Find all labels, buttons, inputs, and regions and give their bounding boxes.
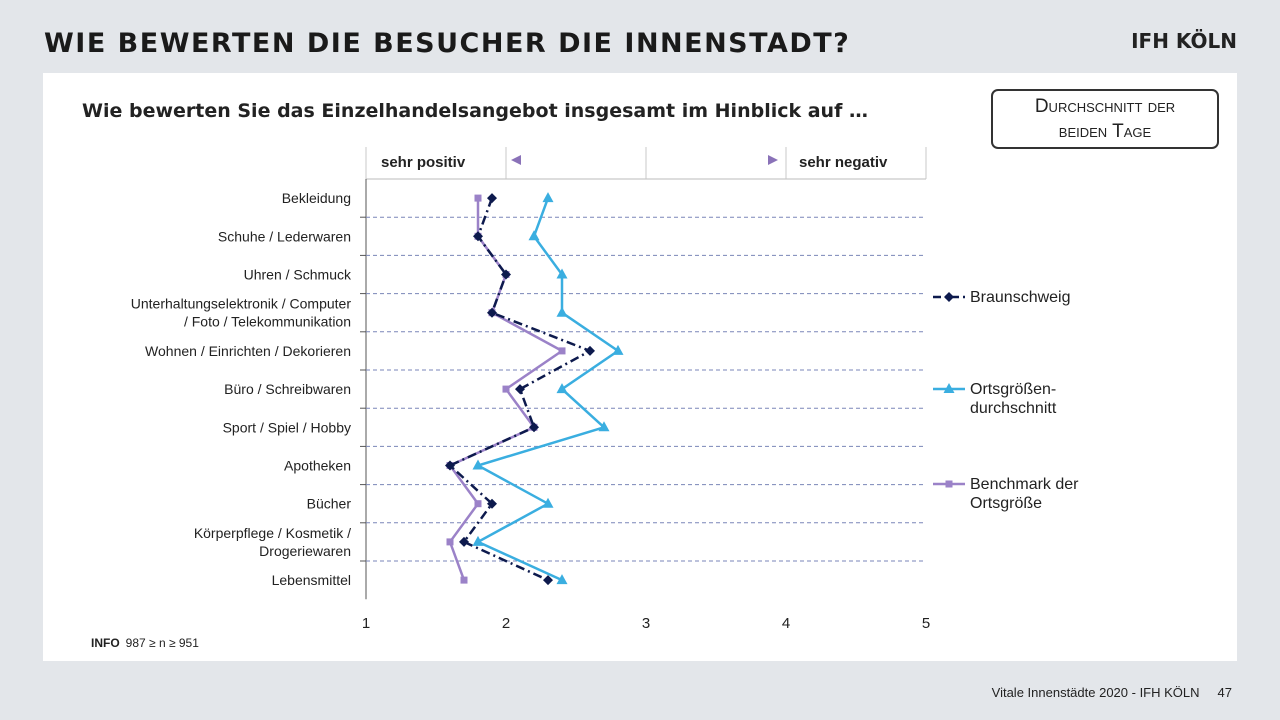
- scale-label-negative: sehr negativ: [799, 154, 888, 171]
- data-point-ortsgroesse: [542, 497, 554, 508]
- data-point-braunschweig: [487, 193, 497, 204]
- category-label: Uhren / Schmuck: [244, 267, 352, 283]
- page-number: 47: [1217, 685, 1232, 700]
- legend-marker-braunschweig: [944, 292, 954, 302]
- content-panel: [43, 73, 1237, 661]
- info-label: INFO: [91, 636, 120, 650]
- category-label: Lebensmittel: [272, 572, 351, 588]
- x-tick-label: 5: [922, 615, 930, 632]
- category-label: Büro / Schreibwaren: [224, 381, 351, 397]
- category-label: Schuhe / Lederwaren: [218, 228, 351, 244]
- info-note: INFO 987 ≥ n ≥ 951: [91, 636, 199, 650]
- data-point-ortsgroesse: [472, 535, 484, 546]
- category-label: Drogeriewaren: [259, 543, 351, 559]
- category-label: Unterhaltungselektronik / Computer: [131, 296, 352, 312]
- data-point-benchmark: [558, 347, 566, 355]
- data-point-ortsgroesse: [556, 574, 568, 585]
- average-days-box: Durchschnitt der beiden Tage: [991, 89, 1219, 149]
- x-tick-label: 4: [782, 615, 790, 632]
- average-box-line1: Durchschnitt der: [1034, 96, 1176, 117]
- legend-label: Benchmark der: [970, 476, 1079, 493]
- data-point-benchmark: [502, 385, 510, 393]
- data-point-braunschweig: [459, 536, 469, 547]
- data-point-braunschweig: [585, 345, 595, 356]
- data-point-ortsgroesse: [556, 268, 568, 279]
- data-point-braunschweig: [515, 384, 525, 395]
- data-point-benchmark: [446, 538, 454, 546]
- legend-label: Ortsgrößen-: [970, 381, 1056, 398]
- category-label: / Foto / Telekommunikation: [184, 314, 351, 330]
- footer: Vitale Innenstädte 2020 - IFH KÖLN 47: [992, 685, 1232, 700]
- category-label: Wohnen / Einrichten / Dekorieren: [145, 343, 351, 359]
- data-point-braunschweig: [445, 460, 455, 471]
- legend-marker-ortsgroesse: [943, 383, 955, 393]
- data-point-braunschweig: [487, 498, 497, 509]
- data-point-benchmark: [460, 576, 468, 584]
- average-box-line2: beiden Tage: [1058, 121, 1152, 142]
- legend-marker-benchmark: [945, 480, 953, 488]
- chart-question: Wie bewerten Sie das Einzelhandelsangebo…: [82, 100, 868, 122]
- page-title: WIE BEWERTEN DIE BESUCHER DIE INNENSTADT…: [44, 28, 851, 59]
- data-point-benchmark: [474, 500, 482, 508]
- data-point-benchmark: [474, 194, 482, 202]
- category-label: Bücher: [307, 496, 352, 512]
- arrow-right-icon: [768, 155, 778, 165]
- scale-label-positive: sehr positiv: [381, 154, 466, 171]
- data-point-ortsgroesse: [598, 421, 610, 432]
- data-point-braunschweig: [501, 269, 511, 280]
- category-label: Körperpflege / Kosmetik /: [194, 525, 351, 541]
- legend-label: Braunschweig: [970, 289, 1071, 306]
- category-label: Apotheken: [284, 458, 351, 474]
- data-point-braunschweig: [529, 422, 539, 433]
- legend-label: durchschnitt: [970, 400, 1057, 417]
- data-point-braunschweig: [487, 307, 497, 318]
- data-point-ortsgroesse: [528, 230, 540, 241]
- data-point-ortsgroesse: [472, 459, 484, 470]
- footer-text: Vitale Innenstädte 2020 - IFH KÖLN: [991, 685, 1200, 700]
- data-point-ortsgroesse: [556, 383, 568, 394]
- data-point-ortsgroesse: [556, 306, 568, 317]
- info-text: 987 ≥ n ≥ 951: [125, 636, 199, 650]
- legend-label: Ortsgröße: [970, 495, 1042, 512]
- ifh-logo: IFH KÖLN: [1131, 29, 1237, 53]
- data-point-braunschweig: [473, 231, 483, 242]
- x-tick-label: 3: [642, 615, 650, 632]
- category-label: Bekleidung: [282, 190, 351, 206]
- series-line-braunschweig: [447, 197, 593, 582]
- data-point-braunschweig: [543, 575, 553, 586]
- x-tick-label: 1: [362, 615, 370, 632]
- x-tick-label: 2: [502, 615, 510, 632]
- arrow-left-icon: [511, 155, 521, 165]
- data-point-ortsgroesse: [612, 344, 624, 355]
- category-label: Sport / Spiel / Hobby: [223, 419, 351, 435]
- data-point-ortsgroesse: [542, 192, 554, 203]
